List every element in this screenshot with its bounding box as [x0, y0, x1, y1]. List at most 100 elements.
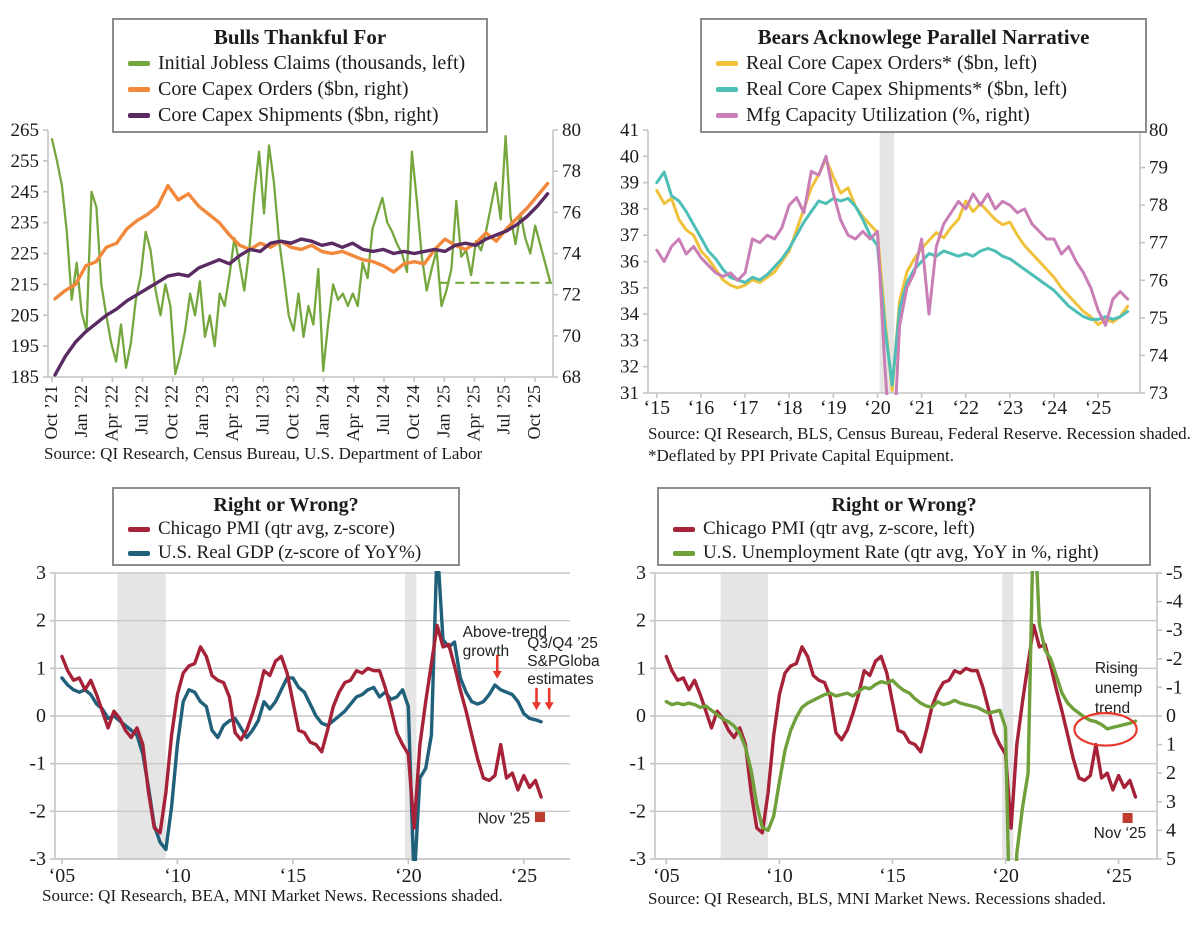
annotation-text: Nov ’25 [478, 810, 531, 827]
annotation-text: S&PGlobal [527, 653, 600, 670]
tick-label: ‘25 [510, 865, 537, 887]
tick-label: -2 [629, 800, 646, 822]
tick-label: 39 [620, 173, 639, 194]
tick-label: 78 [562, 161, 581, 182]
tick-label: 245 [11, 182, 40, 203]
annotation-text: unemp [1095, 680, 1142, 697]
tick-label: 74 [1149, 345, 1169, 366]
tick-label: ‘25 [1085, 397, 1112, 419]
chicago-pmi-line [60, 623, 543, 835]
tick-label: Jan ’23 [192, 385, 212, 438]
tick-label: ‘22 [952, 397, 979, 419]
legend-label: Chicago PMI (qtr avg, z-score, left) [703, 518, 975, 539]
tick-label: 3 [36, 562, 46, 584]
tick-label: 2 [1166, 762, 1176, 784]
chicago-pmi-swatch-icon [128, 526, 150, 532]
tick-label: 2 [36, 610, 46, 632]
unemployment-rate-swatch-icon [673, 550, 695, 556]
tick-label: Apr ’23 [222, 385, 242, 442]
annotation-arrowhead-icon [492, 670, 502, 679]
tick-label: 0 [1166, 705, 1176, 727]
tick-label: 215 [11, 274, 40, 295]
tick-label: ‘20 [864, 397, 891, 419]
tick-label: 3 [1166, 791, 1176, 813]
tick-label: -1 [29, 753, 46, 775]
tick-label: Oct ’21 [41, 385, 61, 439]
tick-label: Oct ’23 [282, 385, 302, 439]
right-or-wrong-gdp-plot-area: 3 2 1 0 -1 -2 -3‘05 ‘10 ‘15 ‘20 ‘25 Above-trend grow… [29, 562, 600, 887]
tick-label: 34 [620, 304, 640, 325]
tick-label: 3 [636, 562, 646, 584]
chart-right-or-wrong-gdp: 3 2 1 0 -1 -2 -3 ‘05 ‘10 ‘15 ‘20 ‘25 Above-trend grow… [0, 470, 600, 936]
tick-label: ‘17 [732, 397, 759, 419]
chart-bears-parallel-narrative: 41 40 39 38 37 36 35 34 33 32 31 80 79 78 77 76 75 74 73 ‘1… [600, 0, 1200, 470]
tick-label: 265 [11, 120, 40, 141]
tick-label: -2 [1166, 648, 1183, 670]
tick-label: 75 [1149, 308, 1168, 329]
tick-label: ‘10 [766, 865, 793, 887]
tick-label: ‘23 [996, 397, 1023, 419]
tick-label: ‘20 [992, 865, 1019, 887]
tick-label: 76 [1149, 270, 1168, 291]
tick-label: ‘19 [820, 397, 847, 419]
chicago-pmi-swatch-icon [673, 526, 695, 532]
tick-label: 1 [636, 657, 646, 679]
capex-orders-swatch-icon [128, 86, 150, 92]
legend-item: U.S. Real GDP (z-score of YoY%) [114, 541, 458, 565]
tick-label: 41 [620, 120, 639, 141]
tick-label: ‘21 [908, 397, 935, 419]
tick-label: ‘10 [164, 865, 191, 887]
tick-label: 76 [562, 202, 581, 223]
tick-label: 255 [11, 151, 40, 172]
tick-label: 195 [11, 336, 40, 357]
legend-label: Mfg Capacity Utilization (%, right) [746, 104, 1030, 126]
tick-label: 2 [636, 610, 646, 632]
tick-label: ‘15 [643, 397, 670, 419]
legend-item: Initial Jobless Claims (thousands, left) [114, 50, 486, 76]
tick-label: ‘25 [1105, 865, 1132, 887]
tick-label: 73 [1149, 383, 1168, 404]
tick-label: Apr ’25 [464, 385, 484, 442]
tick-label: 185 [11, 367, 40, 388]
tick-label: ‘18 [776, 397, 803, 419]
tick-label: 205 [11, 305, 40, 326]
bulls-plot-area: 265 255 245 235 225 215 205 195 185 80 78 76 74 72 70 6… [11, 120, 582, 442]
annotation-arrowhead-icon [544, 702, 554, 711]
annotation-text: Nov ‘25 [1094, 825, 1147, 842]
legend-item: Core Capex Shipments ($bn, right) [114, 102, 486, 128]
right-or-wrong-unemp-plot-area: 3 2 1 0 -1 -2 -3 -5 -4 -3 -2 -1 0 1 2 3 4 5 ‘05 ‘10 ‘15 ‘20 ‘2… [629, 562, 1183, 887]
source-note: Source: QI Research, BEA, MNI Market New… [42, 886, 503, 905]
tick-label: -1 [629, 753, 646, 775]
annotation-text: estimates [527, 671, 594, 688]
bears-plot-area: 41 40 39 38 37 36 35 34 33 32 31 80 79 78 77 76 75 74 73 ‘1… [620, 120, 1169, 419]
legend-label: Real Core Capex Shipments* ($bn, left) [746, 78, 1068, 100]
real-core-capex-orders-line [655, 157, 1130, 392]
tick-label: 36 [620, 252, 639, 273]
tick-label: 40 [620, 146, 639, 167]
tick-label: Oct ’22 [162, 385, 182, 439]
tick-label: 68 [562, 367, 581, 388]
capex-shipments-swatch-icon [128, 112, 150, 118]
core-capex-orders-line [53, 181, 550, 301]
annotation-text: Above-trend [463, 624, 547, 641]
tick-label: ‘15 [280, 865, 307, 887]
annotation-arrowhead-icon [532, 702, 542, 711]
tick-label: 74 [562, 244, 582, 265]
tick-label: ‘15 [879, 865, 906, 887]
tick-label: Jul ’22 [132, 385, 152, 435]
tick-label: 0 [36, 705, 46, 727]
legend-item: Core Capex Orders ($bn, right) [114, 76, 486, 102]
tick-label: -3 [629, 848, 646, 870]
chart-title: Bears Acknowlege Parallel Narrative [757, 25, 1090, 49]
tick-label: -5 [1166, 562, 1183, 584]
mfg-capacity-utilization-line [655, 154, 1130, 395]
source-note: Source: QI Research, BLS, Census Bureau,… [648, 424, 1191, 443]
tick-label: Jul ’25 [494, 385, 514, 435]
tick-label: -2 [29, 800, 46, 822]
tick-label: -3 [29, 848, 46, 870]
tick-label: ‘05 [653, 865, 680, 887]
tick-label: -4 [1166, 591, 1183, 613]
tick-label: 33 [620, 330, 639, 351]
tick-label: 78 [1149, 195, 1168, 216]
